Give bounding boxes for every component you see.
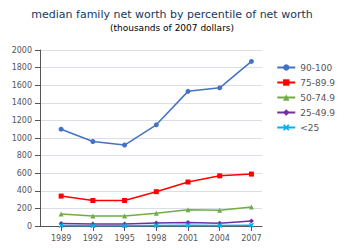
svg-text:1000: 1000 bbox=[12, 134, 32, 143]
svg-text:2001: 2001 bbox=[178, 234, 198, 243]
svg-text:1800: 1800 bbox=[12, 63, 32, 72]
svg-text:<25: <25 bbox=[300, 123, 319, 133]
svg-text:1600: 1600 bbox=[12, 81, 32, 90]
svg-text:median family net worth by per: median family net worth by percentile of… bbox=[31, 8, 312, 21]
svg-text:0: 0 bbox=[27, 222, 32, 231]
svg-text:1995: 1995 bbox=[114, 234, 134, 243]
svg-text:800: 800 bbox=[17, 151, 32, 160]
svg-text:25-49.9: 25-49.9 bbox=[300, 108, 335, 118]
svg-text:1989: 1989 bbox=[51, 234, 71, 243]
svg-text:1992: 1992 bbox=[83, 234, 103, 243]
svg-text:2004: 2004 bbox=[210, 234, 230, 243]
svg-text:2000: 2000 bbox=[12, 46, 32, 55]
svg-text:2007: 2007 bbox=[241, 234, 261, 243]
svg-text:400: 400 bbox=[17, 186, 32, 195]
svg-text:90-100: 90-100 bbox=[300, 63, 332, 73]
svg-text:50-74.9: 50-74.9 bbox=[300, 93, 335, 103]
svg-text:600: 600 bbox=[17, 169, 32, 178]
svg-text:1200: 1200 bbox=[12, 116, 32, 125]
svg-text:75-89.9: 75-89.9 bbox=[300, 78, 335, 88]
svg-text:1998: 1998 bbox=[146, 234, 166, 243]
svg-text:1400: 1400 bbox=[12, 98, 32, 107]
svg-text:200: 200 bbox=[17, 204, 32, 213]
svg-text:(thousands of 2007 dollars): (thousands of 2007 dollars) bbox=[110, 23, 234, 33]
